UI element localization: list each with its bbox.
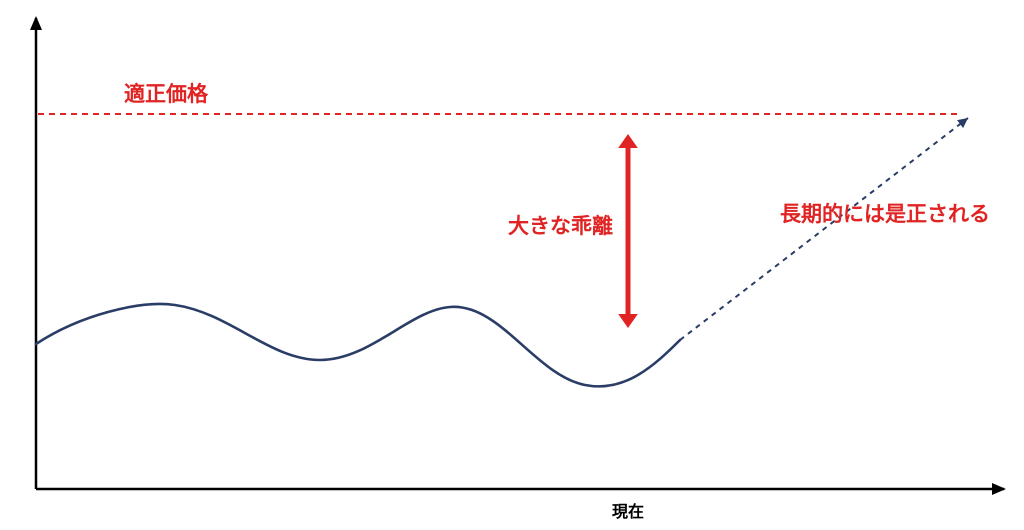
x-axis-current-label: 現在 bbox=[612, 498, 644, 522]
long-term-label: 長期的には是正される bbox=[780, 198, 990, 228]
gap-label: 大きな乖離 bbox=[508, 210, 613, 240]
price-convergence-chart: 適正価格 大きな乖離 長期的には是正される 現在 bbox=[0, 0, 1024, 530]
fair-price-label: 適正価格 bbox=[124, 78, 208, 108]
